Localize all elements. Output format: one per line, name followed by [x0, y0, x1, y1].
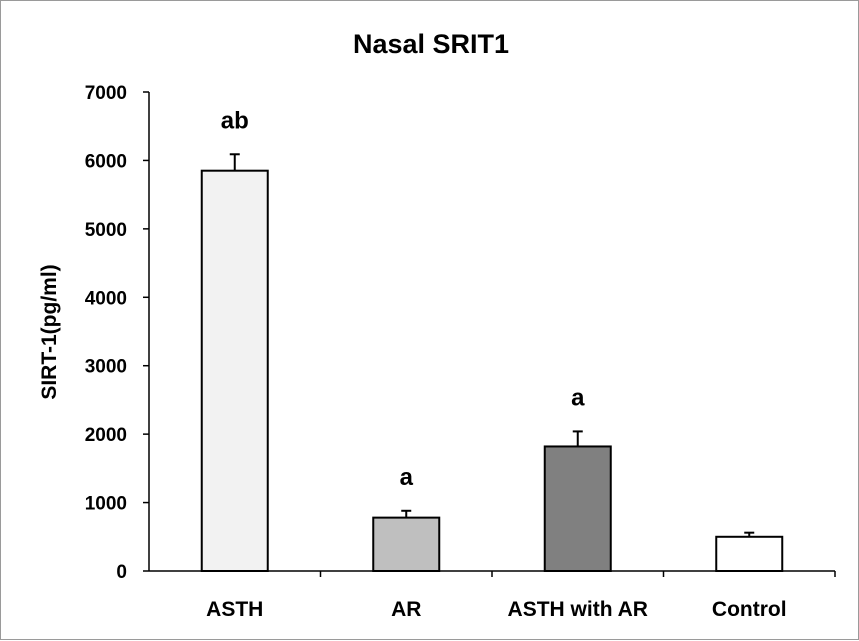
bar-control	[715, 535, 784, 572]
bar-asth-with-ar	[543, 445, 612, 572]
y-axis-label: SIRT-1(pg/ml)	[38, 264, 61, 399]
y-tick-label: 0	[116, 562, 127, 583]
y-tick-label: 6000	[85, 151, 127, 172]
x-tick-label: Control	[712, 598, 787, 621]
bar-ar	[372, 516, 441, 573]
x-tick-label: ASTH	[206, 598, 263, 621]
significance-label: ab	[221, 107, 249, 134]
y-tick-label: 4000	[85, 288, 127, 309]
y-tick-label: 1000	[85, 494, 127, 515]
bar-asth	[200, 169, 269, 572]
x-tick-label: ASTH with AR	[508, 598, 648, 621]
x-tick-label: AR	[391, 598, 421, 621]
y-tick-label: 7000	[85, 83, 127, 104]
y-tick-label: 5000	[85, 220, 127, 241]
significance-label: a	[400, 464, 414, 491]
y-tick-label: 3000	[85, 357, 127, 378]
y-tick-label: 2000	[85, 425, 127, 446]
plot-area: 0 1000 2000 3000 4000 5000 6000 7000 ASTH ab AR a AS…	[85, 83, 836, 621]
significance-label: a	[571, 384, 585, 411]
chart-title: Nasal SRIT1	[353, 29, 509, 59]
